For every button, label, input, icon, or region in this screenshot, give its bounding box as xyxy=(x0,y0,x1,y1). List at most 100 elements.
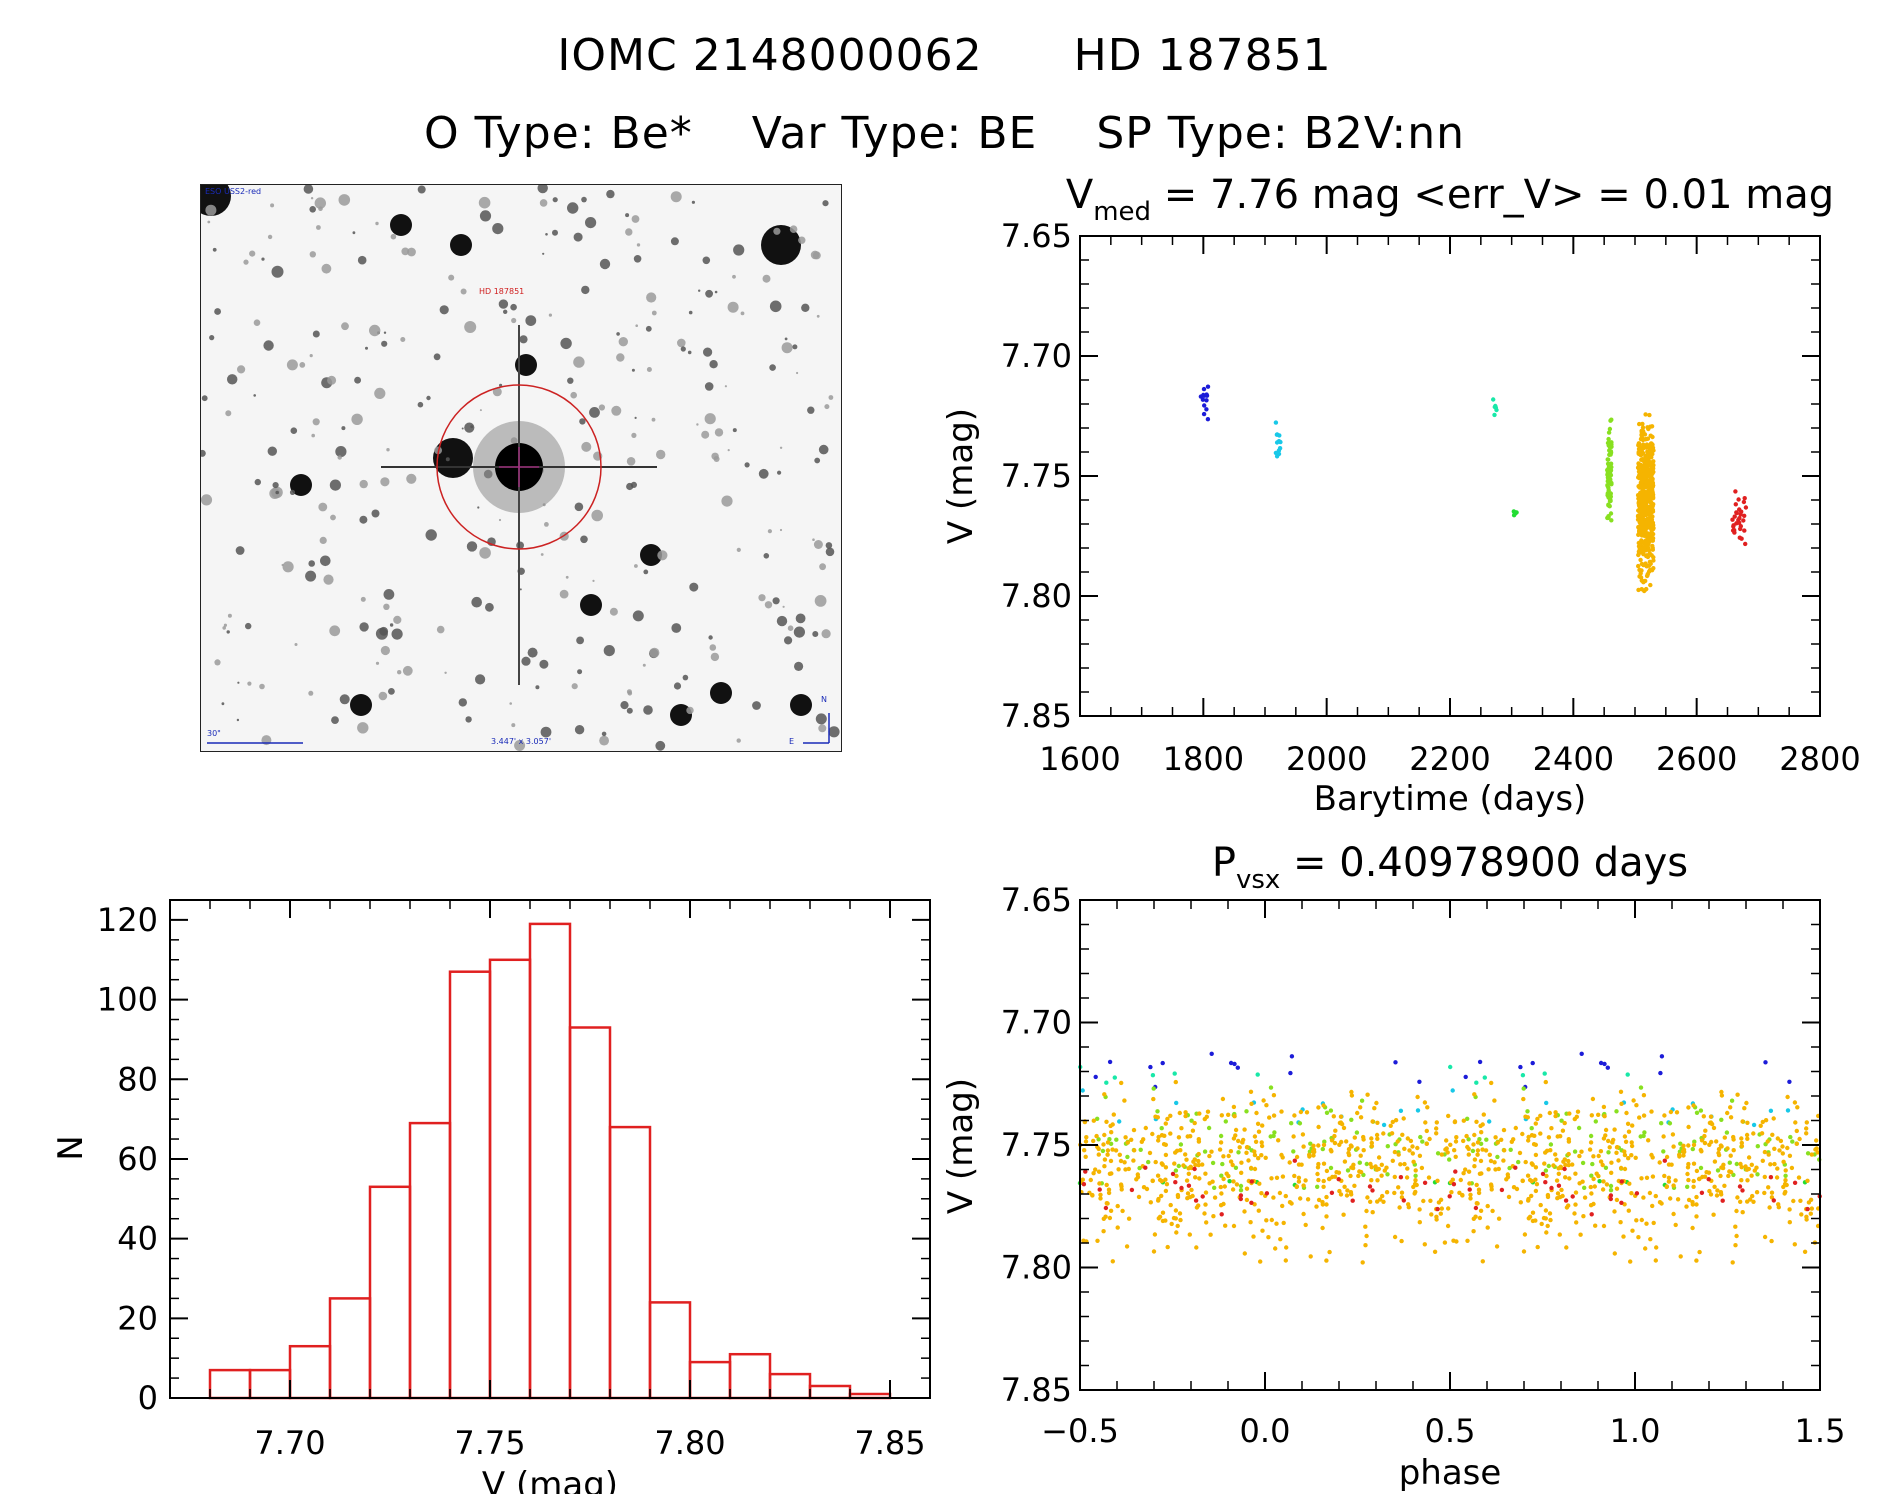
sky-star xyxy=(798,236,806,244)
sky-star xyxy=(259,683,265,690)
lightcurve-point xyxy=(1605,483,1610,488)
phased-point xyxy=(1189,1187,1194,1193)
phased-point xyxy=(1478,1208,1484,1214)
phased-point xyxy=(1404,1175,1410,1180)
phased-point xyxy=(1226,1173,1231,1179)
phased-point xyxy=(1675,1197,1681,1202)
phased-point xyxy=(1344,1139,1349,1144)
lightcurve-point xyxy=(1607,503,1612,509)
lightcurve-point xyxy=(1201,386,1207,392)
phased-point xyxy=(1799,1212,1804,1217)
phased-point xyxy=(1279,1109,1284,1114)
phased-point xyxy=(1321,1161,1327,1166)
phased-point xyxy=(1304,1110,1310,1115)
phased-point xyxy=(1787,1079,1792,1085)
phased-point xyxy=(1712,1184,1717,1190)
phased-point xyxy=(1651,1220,1656,1226)
phased-point xyxy=(1238,1188,1244,1193)
sky-star xyxy=(339,694,350,705)
phased-point xyxy=(1337,1142,1342,1148)
phased-point xyxy=(1674,1110,1680,1115)
phased-point xyxy=(1589,1212,1594,1217)
phased-point xyxy=(1259,1153,1264,1158)
phased-point xyxy=(1554,1157,1559,1162)
phased-point xyxy=(1554,1178,1560,1183)
phased-point xyxy=(1641,1133,1646,1139)
phased-point xyxy=(1468,1192,1473,1198)
sky-star xyxy=(571,683,578,690)
phased-point xyxy=(1629,1140,1634,1145)
phased-point xyxy=(1210,1179,1215,1184)
lightcurve-point xyxy=(1491,397,1496,402)
histogram-bar xyxy=(648,1301,692,1400)
sky-star xyxy=(752,701,761,710)
phased-point xyxy=(1174,1100,1179,1106)
phased-point xyxy=(1490,1208,1495,1214)
lightcurve-point xyxy=(1643,412,1648,417)
phased-point xyxy=(1207,1153,1212,1159)
sky-star xyxy=(635,324,638,327)
phased-point xyxy=(1183,1113,1188,1119)
phased-point xyxy=(1722,1183,1727,1189)
phased-point xyxy=(1596,1153,1601,1159)
phased-point xyxy=(1412,1191,1417,1196)
phased-point xyxy=(1348,1173,1353,1179)
phased-point xyxy=(1332,1140,1338,1146)
star-marker-label: HD 187851 xyxy=(479,287,525,296)
phased-point xyxy=(1499,1137,1504,1143)
phased-point xyxy=(1174,1230,1179,1235)
sky-star xyxy=(789,225,798,233)
phased-point xyxy=(1244,1150,1249,1156)
phased-point xyxy=(1555,1191,1561,1196)
phased-point xyxy=(1792,1100,1798,1105)
phased-point xyxy=(1159,1126,1164,1131)
phased-point xyxy=(1101,1216,1107,1222)
lightcurve-point xyxy=(1641,507,1647,512)
sky-star xyxy=(540,726,552,738)
phased-point xyxy=(1711,1125,1717,1131)
phased-point xyxy=(1098,1192,1103,1198)
lightcurve-point xyxy=(1647,446,1652,451)
phased-point xyxy=(1696,1176,1702,1182)
phased-point xyxy=(1748,1197,1753,1202)
lightcurve-points xyxy=(1198,384,1749,594)
histogram-bars xyxy=(208,922,892,1400)
phased-point xyxy=(1238,1193,1244,1198)
sky-star xyxy=(705,289,713,298)
phased-point xyxy=(1785,1145,1790,1151)
phased-point xyxy=(1424,1141,1430,1147)
phased-point xyxy=(1173,1180,1178,1185)
phased-point xyxy=(1659,1201,1664,1206)
phased-point xyxy=(1109,1130,1114,1135)
sky-star xyxy=(769,364,776,371)
phased-point xyxy=(1626,1129,1632,1134)
phased-point xyxy=(1328,1108,1334,1113)
lightcurve-x-tick-label: 2800 xyxy=(1779,740,1860,778)
phased-point xyxy=(1398,1175,1404,1180)
phased-point xyxy=(1202,1149,1208,1154)
object-type: O Type: Be* xyxy=(424,108,693,159)
sky-star xyxy=(539,199,548,207)
phased-point xyxy=(1759,1131,1765,1136)
phased-point xyxy=(1392,1149,1398,1155)
phased-point xyxy=(1179,1185,1184,1191)
phased-point xyxy=(1707,1188,1712,1194)
sky-image-panel: ESO USS2-red HD 187851 30" 3.447' x 3.05… xyxy=(200,184,842,752)
histogram-bar xyxy=(408,1121,452,1400)
sky-star xyxy=(580,535,588,544)
phased-point xyxy=(1526,1196,1531,1202)
sky-star xyxy=(645,325,652,332)
phased-point xyxy=(1289,1121,1294,1126)
sky-star xyxy=(319,536,327,544)
sky-star xyxy=(772,597,780,605)
phased-point xyxy=(1104,1119,1109,1125)
phased-point xyxy=(1513,1125,1519,1131)
lightcurve-point xyxy=(1734,510,1740,516)
sky-star xyxy=(816,314,820,318)
phased-point xyxy=(1715,1188,1720,1193)
lightcurve-point xyxy=(1651,566,1656,571)
phased-point xyxy=(1365,1195,1370,1200)
sky-star xyxy=(378,691,388,701)
phased-point xyxy=(1233,1165,1239,1171)
phased-point xyxy=(1425,1105,1430,1110)
